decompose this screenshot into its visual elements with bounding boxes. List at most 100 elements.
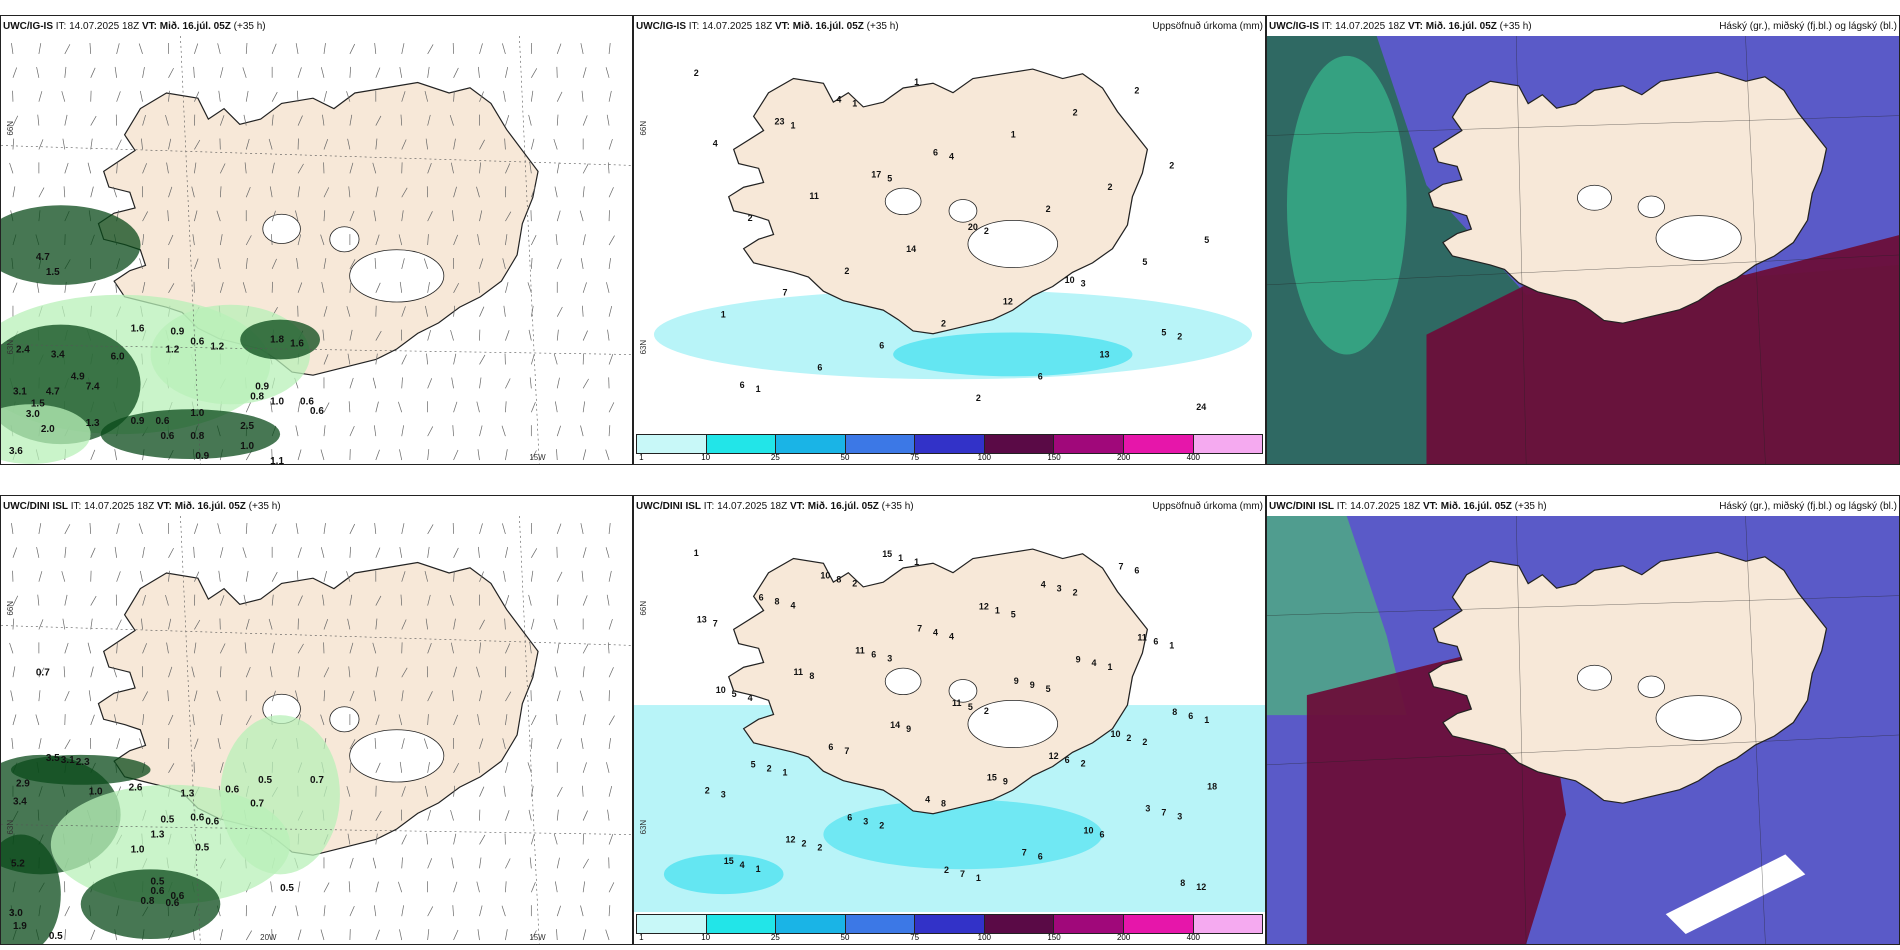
value-label: 1.2 <box>210 342 224 353</box>
coastline <box>1427 71 1828 324</box>
wind-barb <box>477 234 480 246</box>
wind-barb <box>271 642 275 654</box>
precip-value-label: 3 <box>1177 811 1182 821</box>
wind-barb <box>242 547 247 558</box>
value-label: 2.0 <box>41 424 55 435</box>
value-label: 0.6 <box>170 891 184 902</box>
wind-barb <box>167 210 169 222</box>
wind-barb <box>323 905 326 917</box>
wind-barb <box>479 834 486 845</box>
wind-barb <box>295 210 299 222</box>
colorbar-tick-label: 400 <box>1186 453 1201 462</box>
wind-barb <box>554 401 558 413</box>
value-label: 0.9 <box>170 327 184 338</box>
precip-value-label: 14 <box>890 720 900 730</box>
wind-barb <box>479 139 485 150</box>
colorbar-tick-label: 150 <box>1047 933 1061 942</box>
wind-barb <box>64 906 70 917</box>
precip-value-label: 15 <box>724 856 734 866</box>
wind-barb <box>349 690 355 702</box>
wind-barb <box>427 524 434 535</box>
wind-barb <box>401 377 403 389</box>
wind-barb <box>556 114 559 126</box>
wind-barb <box>320 714 325 726</box>
wind-barb <box>349 329 353 341</box>
wind-barb <box>138 523 143 535</box>
wind-barb <box>142 163 147 174</box>
wind-barb <box>242 282 247 293</box>
wind-barb <box>607 642 610 654</box>
wind-barb <box>401 187 408 198</box>
wind-barb <box>502 258 506 269</box>
wind-barb <box>323 306 328 317</box>
wind-barb <box>323 187 330 198</box>
wind-barb <box>399 761 403 773</box>
wind-barb <box>61 571 66 582</box>
wind-barb <box>605 67 610 78</box>
precip-value-label: 1 <box>756 384 761 394</box>
wind-barb <box>401 834 407 845</box>
colorbar-segment <box>637 435 707 453</box>
colorbar-segment <box>1193 435 1263 453</box>
wind-barb <box>141 618 143 630</box>
graticule-line <box>1267 115 1899 136</box>
precip-value-label: 12 <box>979 602 989 612</box>
wind-barb <box>139 570 143 582</box>
lead-time: (+35 h) <box>1499 20 1532 32</box>
wind-barb <box>478 281 480 293</box>
precip-value-label: 1 <box>1169 640 1174 650</box>
wind-barb <box>531 715 537 726</box>
wind-barb <box>556 91 563 102</box>
wind-barb <box>346 306 351 317</box>
precip-map: 66N 63N 1 4 3 2 2 3 1 2 4 5 2 3 2 1 5 1 1 1 2 1 2 1 4 7 8 6 6 7 8 9 9 6 12… <box>634 516 1265 912</box>
wind-barb <box>556 857 560 869</box>
wind-barb <box>114 66 117 78</box>
wind-barb <box>556 329 559 341</box>
wind-barb <box>348 881 351 893</box>
value-label: 0.5 <box>280 883 294 894</box>
glacier-langjokull <box>1577 664 1612 691</box>
wind-barb <box>243 594 247 606</box>
wind-barb <box>349 259 356 270</box>
precip-value-label: 7 <box>1161 807 1166 817</box>
value-label: 0.6 <box>205 817 219 828</box>
wind-barb <box>505 330 510 341</box>
wind-barb <box>297 643 304 654</box>
precip-value-label: 5 <box>1011 609 1016 619</box>
precip-value-label: 4 <box>949 151 954 161</box>
graticule-line <box>1267 595 1899 616</box>
graticule-line <box>180 36 201 464</box>
wind-barb <box>194 690 198 702</box>
wind-barb <box>556 642 560 654</box>
wind-barb <box>399 66 403 78</box>
precip-value-label: 6 <box>759 593 764 603</box>
precip-value-label: 5 <box>887 173 892 183</box>
wind-barb <box>373 210 377 222</box>
value-label: 1.5 <box>31 398 45 409</box>
coordinate-label: 66N <box>639 601 648 616</box>
wind-barb <box>553 618 558 630</box>
wind-barb <box>90 186 94 198</box>
wind-barb <box>271 91 278 102</box>
wind-barb <box>427 162 432 174</box>
coordinate-label: 66N <box>639 121 648 136</box>
wind-barb <box>296 258 299 269</box>
wind-barb <box>479 857 482 869</box>
glacier-langjokull <box>884 187 922 216</box>
wind-barb <box>38 667 45 678</box>
wind-barb <box>582 547 587 558</box>
precip-value-label: 2 <box>1126 733 1131 743</box>
wind-barb <box>580 905 584 917</box>
wind-barb <box>192 714 195 726</box>
wind-barb <box>323 43 326 54</box>
wind-barb <box>322 329 325 341</box>
panel-header: UWC/DINI ISL IT: 14.07.2025 18Z VT: Mið.… <box>1 496 632 516</box>
wind-barb <box>323 690 326 702</box>
wind-barb <box>399 929 403 941</box>
precip-value-label: 8 <box>1172 707 1177 717</box>
wind-barb <box>375 401 379 413</box>
wind-barb <box>90 115 97 126</box>
wind-barb <box>349 210 355 222</box>
glacier-hofsjokull <box>1637 195 1665 218</box>
wind-barb <box>38 523 42 534</box>
